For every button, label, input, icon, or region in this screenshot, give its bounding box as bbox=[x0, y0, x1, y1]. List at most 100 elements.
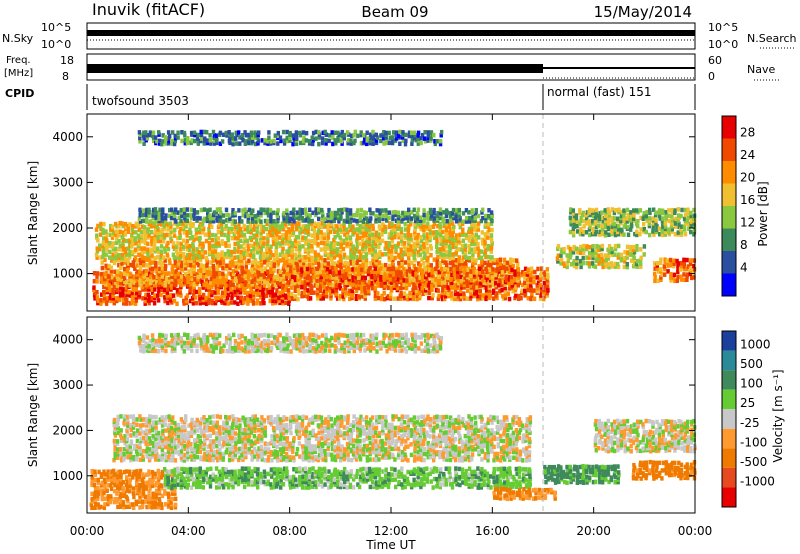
power-cell bbox=[635, 230, 638, 235]
power-cell bbox=[509, 257, 512, 262]
nsky-series bbox=[87, 30, 695, 36]
power-cell bbox=[156, 255, 159, 260]
power-cell bbox=[397, 261, 400, 266]
power-cell bbox=[499, 261, 502, 266]
power-cell bbox=[256, 298, 259, 303]
power-cell bbox=[120, 221, 123, 226]
power-cell bbox=[197, 133, 200, 138]
power-cell bbox=[124, 232, 127, 237]
power-cell bbox=[674, 232, 677, 237]
power-cell bbox=[392, 267, 395, 272]
power-cell bbox=[437, 294, 440, 299]
power-cell bbox=[432, 133, 435, 138]
velocity-cell bbox=[158, 497, 161, 502]
power-cell bbox=[262, 208, 265, 213]
power-cell bbox=[440, 130, 443, 135]
power-cell bbox=[243, 224, 246, 229]
power-cell bbox=[682, 272, 685, 277]
power-cell bbox=[591, 244, 594, 249]
power-cell bbox=[487, 244, 490, 249]
power-cell bbox=[335, 267, 338, 272]
velocity-cell bbox=[109, 494, 112, 499]
power-cell bbox=[689, 211, 692, 216]
power-cell bbox=[368, 208, 371, 213]
power-cell bbox=[322, 241, 325, 246]
power-cell bbox=[364, 276, 367, 281]
power-cell bbox=[597, 224, 600, 229]
power-cell bbox=[249, 236, 252, 241]
power-cell bbox=[183, 207, 186, 212]
velocity-cell bbox=[147, 494, 150, 499]
power-cell bbox=[449, 267, 452, 272]
power-cell bbox=[361, 255, 364, 260]
power-cell bbox=[200, 130, 203, 135]
cpid-label: CPID bbox=[5, 87, 34, 100]
power-cell bbox=[138, 130, 141, 135]
power-cell bbox=[446, 285, 449, 290]
power-cell bbox=[422, 242, 425, 247]
power-cell bbox=[154, 135, 157, 140]
power-cell bbox=[659, 258, 662, 263]
power-cell bbox=[243, 247, 246, 252]
nave-tick-bottom: 0 bbox=[708, 70, 715, 83]
power-cell bbox=[343, 261, 346, 266]
power-cell bbox=[237, 208, 240, 213]
velocity-cell bbox=[135, 481, 138, 486]
power-cell bbox=[305, 131, 308, 136]
power-cell bbox=[162, 255, 165, 259]
power-cell bbox=[680, 208, 683, 213]
power-cell bbox=[443, 267, 446, 272]
power-cell bbox=[339, 235, 342, 240]
velocity-cell bbox=[138, 483, 141, 488]
power-cell bbox=[498, 278, 501, 283]
power-cell bbox=[626, 208, 629, 213]
power-cell bbox=[100, 277, 103, 282]
power-cell bbox=[233, 300, 236, 305]
power-cell bbox=[452, 208, 455, 213]
power-cell bbox=[218, 272, 221, 277]
power-cell bbox=[186, 280, 189, 285]
velocity-cell bbox=[97, 478, 100, 483]
power-cell bbox=[196, 210, 199, 215]
power-cell bbox=[166, 287, 169, 292]
power-cell bbox=[413, 131, 416, 136]
power-cell bbox=[390, 286, 393, 291]
power-cell bbox=[468, 216, 471, 221]
power-cell bbox=[275, 245, 278, 250]
power-cell bbox=[371, 224, 374, 229]
power-cell bbox=[215, 134, 218, 139]
power-cell bbox=[514, 294, 517, 299]
power-cell bbox=[444, 260, 447, 265]
power-cell bbox=[490, 228, 493, 233]
velocity-cell bbox=[125, 475, 128, 480]
velocity-cell bbox=[122, 486, 125, 491]
power-cell bbox=[279, 269, 282, 274]
power-cell bbox=[389, 267, 392, 272]
power-cell bbox=[431, 293, 434, 298]
power-cell bbox=[205, 130, 208, 135]
power-cell bbox=[397, 241, 400, 246]
power-cell bbox=[341, 269, 344, 274]
power-cell bbox=[419, 252, 422, 257]
power-cell bbox=[352, 218, 355, 223]
power-cell bbox=[403, 241, 406, 246]
power-cell bbox=[413, 242, 416, 247]
power-cell bbox=[346, 255, 349, 260]
power-cell bbox=[422, 283, 425, 288]
power-cell bbox=[388, 210, 391, 215]
power-cell bbox=[569, 247, 572, 252]
power-cell bbox=[271, 290, 274, 295]
velocity-cell bbox=[173, 489, 176, 494]
power-cell bbox=[390, 249, 393, 254]
power-cell bbox=[365, 216, 368, 221]
power-cell bbox=[145, 269, 148, 274]
velocity-cell bbox=[119, 470, 122, 475]
power-cell bbox=[186, 136, 189, 141]
power-cell bbox=[375, 133, 378, 138]
power-cell bbox=[360, 268, 363, 273]
power-cell bbox=[536, 267, 539, 272]
power-cell bbox=[143, 225, 146, 230]
velocity-cell bbox=[167, 470, 170, 475]
power-cell bbox=[378, 260, 381, 265]
power-cell bbox=[475, 270, 478, 275]
